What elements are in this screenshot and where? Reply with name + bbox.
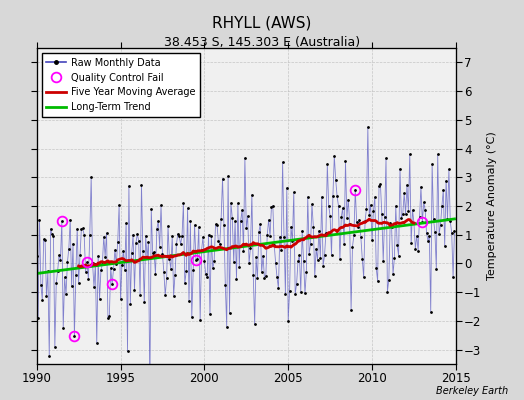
Y-axis label: Temperature Anomaly (°C): Temperature Anomaly (°C) — [487, 132, 497, 280]
Text: 38.453 S, 145.303 E (Australia): 38.453 S, 145.303 E (Australia) — [164, 36, 360, 49]
Text: Berkeley Earth: Berkeley Earth — [436, 386, 508, 396]
Legend: Raw Monthly Data, Quality Control Fail, Five Year Moving Average, Long-Term Tren: Raw Monthly Data, Quality Control Fail, … — [41, 53, 200, 117]
Text: RHYLL (AWS): RHYLL (AWS) — [212, 16, 312, 31]
